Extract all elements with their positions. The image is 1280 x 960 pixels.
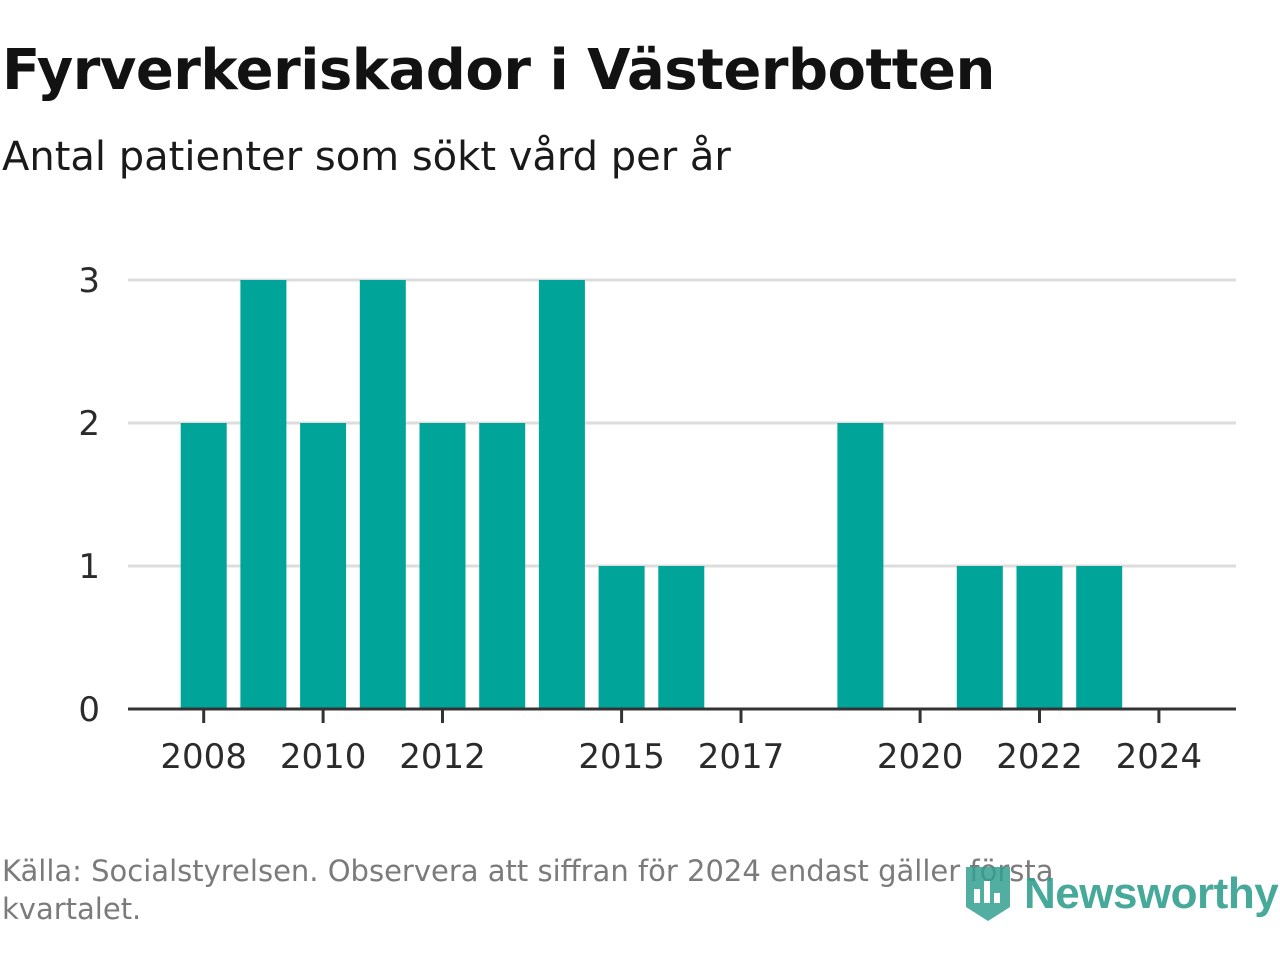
bar-chart: 0 1 2 3 2008 2010 2012 2015 2017 2020 2022 2024 [78, 261, 1236, 777]
bar-2012 [419, 423, 466, 709]
chart-subtitle: Antal patienter som sökt vård per år [2, 134, 731, 180]
y-tick-label: 0 [78, 690, 100, 730]
logo-text: Newsworthy [1024, 869, 1279, 918]
bar-2016 [658, 566, 705, 709]
y-tick-label: 1 [78, 547, 100, 587]
newsworthy-logo: Newsworthy [962, 862, 1279, 926]
gridlines [128, 278, 1236, 568]
x-tick-label: 2012 [399, 737, 486, 777]
newsworthy-logo-icon [966, 867, 1010, 921]
bar-2011 [359, 280, 406, 709]
tick-labels: 0 1 2 3 2008 2010 2012 2015 2017 2020 2022 2024 [78, 261, 1202, 777]
x-tick-label: 2022 [996, 737, 1083, 777]
x-tick-label: 2015 [578, 737, 665, 777]
bar-2010 [300, 423, 347, 709]
x-tick-label: 2020 [877, 737, 964, 777]
bar-2013 [479, 423, 526, 709]
bar-2019 [837, 423, 884, 709]
bar-2021 [956, 566, 1003, 709]
x-tick-label: 2024 [1116, 737, 1203, 777]
x-tick-label: 2017 [698, 737, 785, 777]
bar-2014 [538, 280, 585, 709]
y-tick-label: 2 [78, 404, 100, 444]
bar-2022 [1016, 566, 1063, 709]
x-tick-label: 2010 [280, 737, 367, 777]
chart-title: Fyrverkeriskador i Västerbotten [2, 38, 995, 103]
bar-2008 [180, 423, 227, 709]
bars [180, 280, 1123, 709]
bar-2023 [1076, 566, 1123, 709]
x-tick-label: 2008 [160, 737, 247, 777]
y-tick-label: 3 [78, 261, 100, 301]
source-note: Källa: Socialstyrelsen. Observera att si… [2, 854, 1054, 926]
bar-2015 [598, 566, 645, 709]
bar-2009 [240, 280, 287, 709]
axes [128, 707, 1236, 723]
